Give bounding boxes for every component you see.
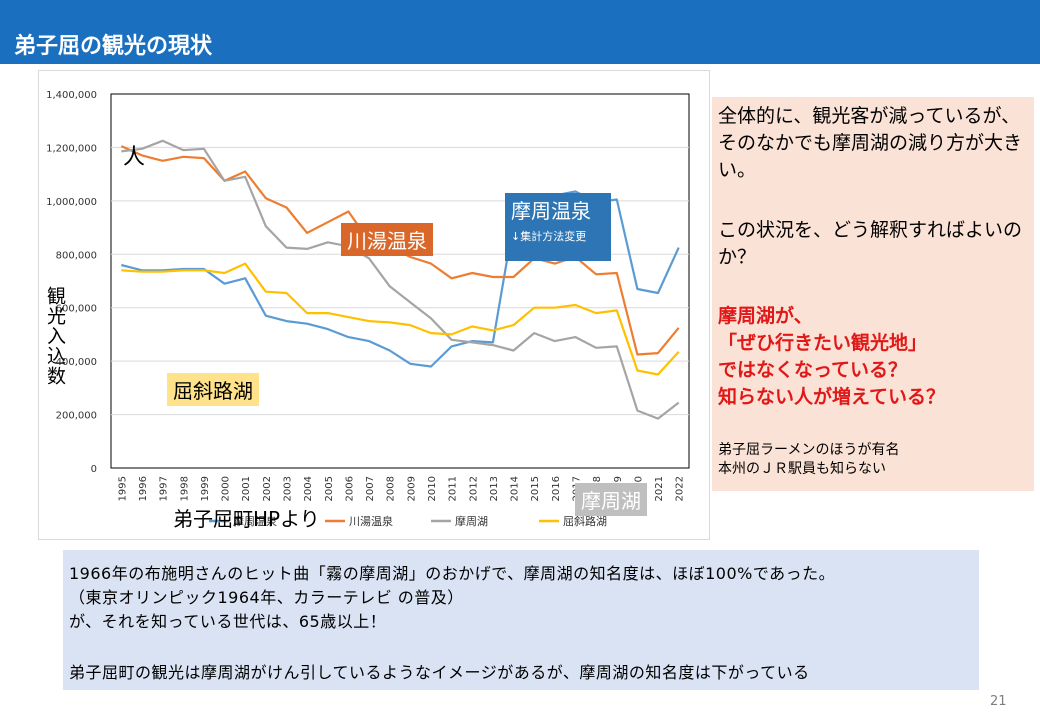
callout-box: 全体的に、観光客が減っているが、そのなかでも摩周湖の減り方が大きい。 この状況を… [712,97,1034,491]
note-line-3: が、それを知っている世代は、65歳以上！ [69,612,387,631]
y-tick-label: 1,200,000 [46,143,97,154]
hypothesis-line: 知らない人が増えている？ [718,386,946,408]
note-line-4: 弟子屈町の観光は摩周湖がけん引しているようなイメージがあるが、摩周湖の知名度は下… [69,663,810,682]
x-tick-label: 1995 [117,476,128,501]
source-note: 弟子屈町HPより [173,507,320,531]
plot-area-frame [110,93,690,469]
x-tick-label: 2013 [489,476,500,501]
y-tick-label: 0 [91,464,97,475]
x-tick-label: 1999 [200,476,211,501]
y-tick-label: 400,000 [56,357,97,368]
annotation-mashu-onsen-note: ↓集計方法変更 [511,230,587,243]
x-tick-label: 2005 [324,476,335,501]
chart-container: 0 200,000 400,000 600,000 800,000 1,000,000 1,… [38,70,710,540]
hypothesis-line: 摩周湖が、 [718,305,813,327]
hypothesis-line: 「ぜひ行きたい観光地」 [718,332,928,354]
x-tick-label: 2011 [448,476,459,501]
legend-label: 川湯温泉 [349,514,393,528]
x-tick-label: 2002 [262,476,273,501]
note-line: 本州のＪＲ駅員も知らない [718,461,886,477]
annotation-mashuko: 摩周湖 [575,483,647,516]
annotation-kussharo: 屈斜路湖 [167,373,259,406]
page-number: 21 [990,694,1007,709]
x-tick-label: 2012 [468,476,479,501]
annotation-kawayu: 川湯温泉 [341,223,433,256]
x-tick-label: 2008 [386,476,397,501]
x-tick-label: 1996 [138,476,149,501]
x-tick-label: 2016 [551,476,562,501]
x-tick-label: 2007 [365,476,376,501]
series-line [121,262,680,376]
header-bar: 弟子屈の観光の現状 [0,0,1040,64]
callout-text-hypothesis: 摩周湖が、 「ぜひ行きたい観光地」 ではなくなっている？ 知らない人が増えている… [718,303,945,411]
callout-text-summary: 全体的に、観光客が減っているが、そのなかでも摩周湖の減り方が大きい。 [718,105,1023,181]
x-tick-label: 1998 [179,476,190,501]
callout-text-question: この状況を、どう解釈すればよいのか？ [718,219,1023,268]
annotation-mashu-onsen: 摩周温泉 ↓集計方法変更 [505,193,611,261]
hypothesis-line: ではなくなっている？ [718,359,908,381]
x-tick-label: 2022 [675,476,686,501]
legend-label: 摩周温泉 [233,514,277,528]
x-tick-label: 2004 [303,476,314,501]
y-tick-label: 600,000 [56,304,97,315]
unit-label: 人 [123,145,146,170]
x-tick-label: 2006 [344,476,355,501]
note-line-1: 1966年の布施明さんのヒット曲「霧の摩周湖」のおかげで、摩周湖の知名度は、ほぼ… [69,564,836,583]
x-tick-label: 2003 [282,476,293,501]
x-tick-label: 2000 [221,476,232,501]
x-tick-label: 1997 [159,476,170,501]
x-tick-label: 2009 [406,476,417,501]
legend-label: 屈斜路湖 [563,515,607,528]
y-axis-label: 観光入込数 [44,286,66,386]
annotation-mashu-onsen-title: 摩周温泉 [511,199,591,223]
legend-label: 摩周湖 [455,514,488,528]
bottom-note-box: 1966年の布施明さんのヒット曲「霧の摩周湖」のおかげで、摩周湖の知名度は、ほぼ… [63,550,979,690]
x-tick-label: 2014 [510,476,521,501]
callout-text-notes: 弟子屈ラーメンのほうが有名 本州のＪＲ駅員も知らない [718,441,899,479]
x-tick-label: 2010 [427,476,438,501]
x-tick-label: 2021 [654,476,665,501]
y-tick-label: 1,000,000 [46,197,97,208]
note-line: 弟子屈ラーメンのほうが有名 [718,442,900,458]
page-title: 弟子屈の観光の現状 [14,34,213,59]
x-tick-label: 2015 [530,476,541,501]
series-line [121,139,680,420]
y-tick-label: 200,000 [56,411,97,422]
x-tick-label: 2001 [241,476,252,501]
y-tick-label: 1,400,000 [46,90,97,101]
y-tick-label: 800,000 [56,250,97,261]
note-line-2: （東京オリンピック1964年、カラーテレビ の普及） [69,588,464,607]
